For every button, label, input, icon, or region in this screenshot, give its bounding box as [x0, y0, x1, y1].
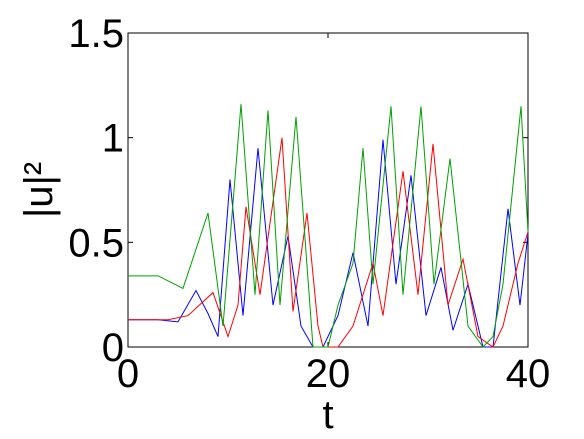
x-tick-label: 0 [117, 352, 139, 396]
series-line [128, 104, 529, 348]
y-axis-label: |u|² [17, 162, 61, 218]
x-tick-label: 20 [306, 352, 351, 396]
y-tick-label: 1 [102, 117, 124, 161]
plot-frame [127, 32, 529, 348]
x-tick-label: 40 [506, 352, 551, 396]
x-axis-label: t [322, 393, 333, 437]
series-line [128, 139, 529, 348]
y-tick-label: 0.5 [68, 221, 124, 265]
y-tick-label: 1.5 [68, 12, 124, 56]
y-tick-label: 0 [102, 326, 124, 370]
series-line [128, 137, 529, 348]
